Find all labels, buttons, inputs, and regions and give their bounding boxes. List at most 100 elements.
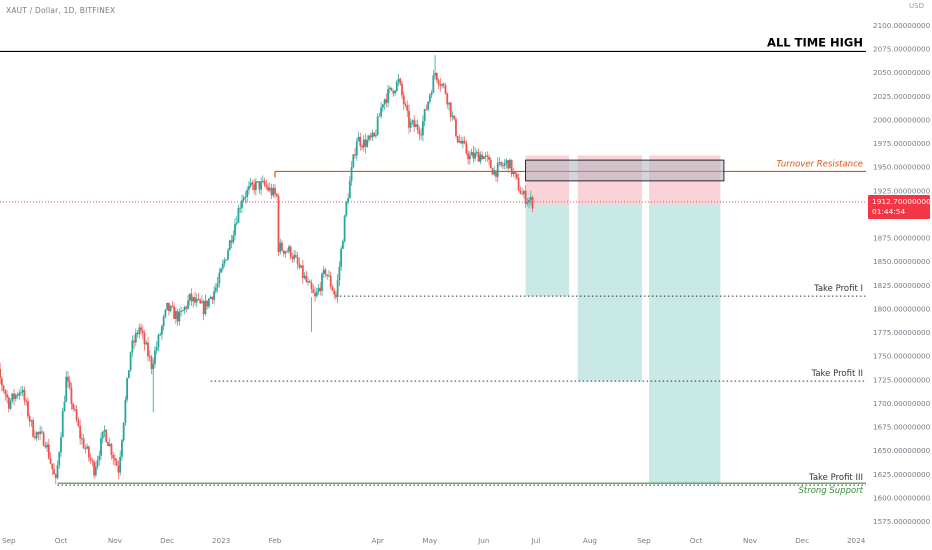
- candle-body: [162, 316, 165, 327]
- candle-body: [274, 187, 276, 195]
- candle-body: [364, 139, 367, 147]
- candle-body: [117, 465, 120, 473]
- candle-body: [114, 458, 116, 461]
- candle-body: [11, 393, 14, 401]
- candle-body: [385, 99, 388, 103]
- candle-body: [474, 152, 477, 159]
- candle-body: [124, 399, 127, 423]
- candle-body: [381, 104, 384, 108]
- candle-body: [46, 444, 48, 448]
- candle-body: [296, 257, 299, 264]
- candle-body: [159, 334, 162, 336]
- candle-body: [369, 135, 372, 138]
- candle-body: [248, 186, 250, 190]
- candle-body: [321, 273, 323, 292]
- candle-body: [470, 152, 473, 156]
- candle-body: [251, 182, 254, 185]
- candle-body: [319, 287, 322, 292]
- candle-body: [298, 263, 301, 268]
- candle-body: [39, 431, 42, 435]
- candle-body: [388, 87, 391, 90]
- candle-body: [145, 342, 148, 345]
- candle-body: [375, 134, 377, 137]
- symbol-title: XAUT / Dollar, 1D, BITFINEX: [6, 6, 116, 15]
- candle-body: [44, 445, 47, 448]
- profit-zone-2: [577, 204, 643, 382]
- candle-body: [154, 350, 156, 365]
- candle-body: [507, 160, 510, 169]
- candle-body: [270, 187, 273, 196]
- candle-body: [188, 293, 191, 301]
- candles-group: [0, 69, 534, 485]
- candle-body: [199, 299, 202, 304]
- candle-body: [190, 293, 193, 302]
- candle-body: [522, 190, 525, 195]
- candle-body: [460, 140, 463, 144]
- x-tick-label: Oct: [690, 536, 703, 545]
- candle-body: [336, 280, 339, 298]
- candle-body: [371, 132, 374, 138]
- candle-body: [378, 115, 381, 117]
- entry-box: [525, 159, 725, 182]
- candle-body: [376, 116, 379, 135]
- y-tick-label: 2025.00000000: [873, 92, 931, 101]
- profit-zone-3: [649, 204, 721, 484]
- candle-body: [383, 99, 386, 105]
- candle-body: [453, 115, 456, 120]
- candle-body: [13, 393, 15, 399]
- candle-body: [91, 460, 94, 462]
- candle-body: [18, 392, 21, 396]
- candle-body: [120, 440, 123, 457]
- x-tick-label: Aug: [583, 536, 597, 545]
- candle-body: [281, 242, 283, 251]
- candle-body: [428, 95, 431, 102]
- candle-body: [79, 425, 82, 439]
- candle-body: [89, 457, 92, 461]
- candle-body: [108, 444, 111, 446]
- candle-body: [157, 334, 160, 347]
- candle-body: [61, 411, 64, 438]
- candle-body: [167, 302, 170, 312]
- candle-body: [324, 269, 327, 275]
- candle-body: [82, 438, 85, 449]
- candle-body: [155, 346, 158, 351]
- y-tick-label: 2000.00000000: [873, 115, 931, 124]
- candle-body: [394, 90, 396, 94]
- candle-body: [75, 409, 78, 421]
- candle-body: [463, 140, 466, 144]
- candle-body: [354, 154, 356, 156]
- x-tick-label: Jun: [477, 536, 489, 545]
- candle-body: [131, 340, 134, 353]
- candle-body: [479, 154, 482, 162]
- candle-body: [432, 75, 435, 93]
- candle-body: [503, 163, 506, 166]
- candle-body: [526, 202, 529, 204]
- candle-body: [300, 265, 303, 268]
- candle-body: [32, 420, 35, 437]
- candle-body: [263, 180, 266, 185]
- y-tick-label: 1725.00000000: [873, 375, 931, 384]
- price-tag-box: [868, 194, 930, 219]
- candle-body: [80, 438, 83, 440]
- candle-body: [49, 458, 52, 464]
- x-tick-label: Nov: [108, 536, 123, 545]
- candle-body: [493, 170, 496, 175]
- candle-body: [237, 208, 240, 223]
- candle-body: [498, 162, 501, 164]
- candle-body: [413, 120, 416, 127]
- candle-body: [122, 422, 125, 441]
- candle-body: [239, 207, 242, 209]
- candle-body: [465, 143, 468, 154]
- candle-body: [218, 272, 221, 284]
- candle-body: [350, 167, 353, 181]
- candle-body: [86, 446, 88, 449]
- candle-body: [119, 456, 122, 473]
- y-tick-label: 1675.00000000: [873, 423, 931, 432]
- candle-body: [183, 306, 186, 311]
- candle-body: [14, 394, 17, 399]
- x-tick-label: Sep: [2, 536, 16, 545]
- candle-body: [387, 89, 390, 103]
- candle-body: [87, 446, 90, 458]
- candle-body: [392, 90, 395, 94]
